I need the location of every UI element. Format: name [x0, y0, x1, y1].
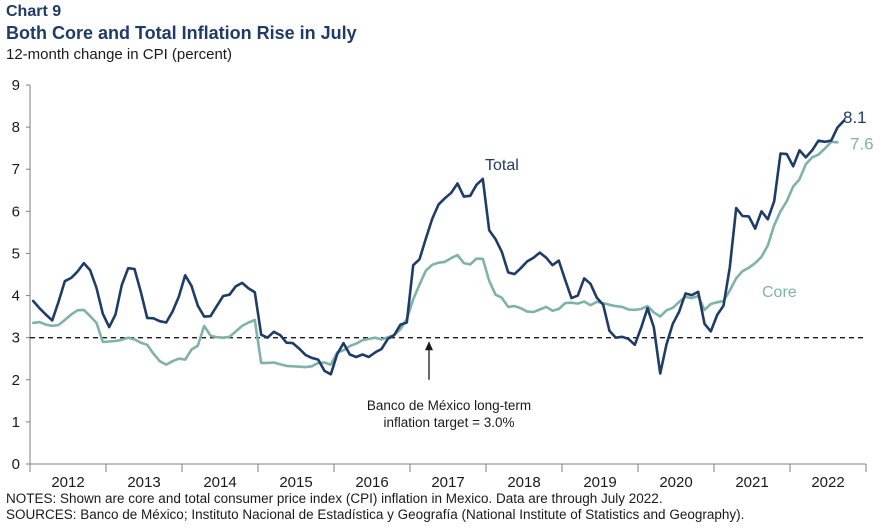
- y-tick-label: 7: [12, 161, 20, 178]
- y-tick-label: 0: [12, 456, 20, 473]
- y-tick-label: 3: [12, 330, 20, 347]
- y-tick-label: 9: [12, 77, 20, 94]
- x-tick-label: 2017: [431, 474, 464, 491]
- x-tick-label: 2013: [127, 474, 160, 491]
- chart-title: Both Core and Total Inflation Rise in Ju…: [6, 23, 357, 43]
- y-tick-label: 5: [12, 245, 20, 262]
- x-tick-label: 2020: [659, 474, 692, 491]
- x-tick-label: 2018: [507, 474, 540, 491]
- y-tick-label: 6: [12, 203, 20, 220]
- x-tick-label: 2014: [203, 474, 236, 491]
- x-tick-label: 2019: [583, 474, 616, 491]
- footer-notes: NOTES: Shown are core and total consumer…: [6, 491, 744, 523]
- x-tick-label: 2015: [279, 474, 312, 491]
- series-line-core: [31, 140, 839, 369]
- chart-axes: 0 1 2 3 4 5 6 7 8 9 2012 2013 2014 2015 2016 2017 2018 20…: [12, 77, 867, 491]
- series-name-core: Core: [762, 284, 797, 301]
- x-tick-label: 2022: [811, 474, 844, 491]
- y-tick-label: 2: [12, 372, 20, 389]
- y-tick-label: 8: [12, 119, 20, 136]
- x-tick-label: 2016: [355, 474, 388, 491]
- annotation-text-line1: Banco de México long-term: [367, 398, 531, 413]
- x-tick-label: 2021: [735, 474, 768, 491]
- end-label-core: 7.6: [850, 134, 874, 153]
- annotation-arrow-head: [425, 341, 433, 351]
- chart-subtitle: 12-month change in CPI (percent): [6, 46, 232, 63]
- sources-text: SOURCES: Banco de México; Instituto Naci…: [6, 507, 745, 522]
- annotation-text-line2: inflation target = 3.0%: [384, 415, 515, 430]
- y-tick-label: 1: [12, 414, 20, 431]
- end-label-total: 8.1: [843, 108, 867, 127]
- y-tick-label: 4: [12, 288, 20, 305]
- target-line-group: Banco de México long-term inflation targe…: [30, 337, 866, 430]
- x-tick-label: 2012: [51, 474, 84, 491]
- series-lines: [31, 119, 846, 376]
- chart-label: Chart 9: [6, 3, 62, 20]
- series-line-total: [31, 119, 846, 376]
- series-labels: Total Core 8.1 7.6: [485, 108, 874, 301]
- notes-text: NOTES: Shown are core and total consumer…: [6, 491, 663, 506]
- series-name-total: Total: [485, 157, 519, 174]
